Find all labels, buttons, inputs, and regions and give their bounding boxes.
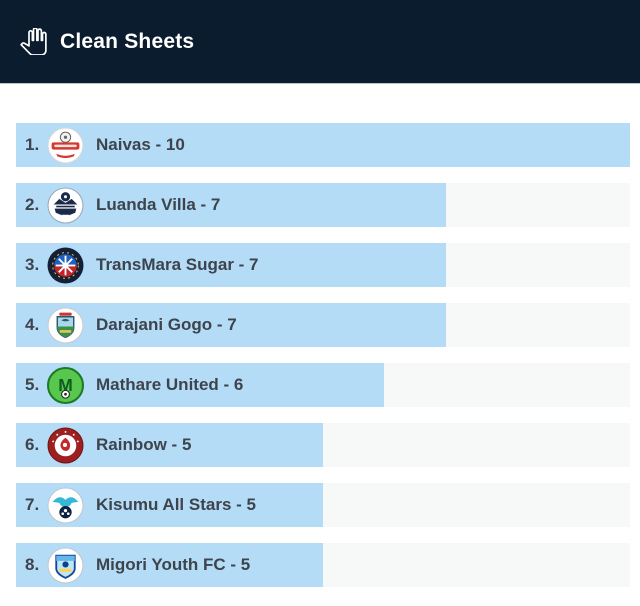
naivas-logo bbox=[47, 127, 84, 163]
leaderboard-row: 7. Kisumu All Stars - 5 bbox=[16, 483, 630, 527]
rainbow-logo bbox=[47, 427, 84, 463]
row-content: 4. Darajani Gogo - 7 bbox=[16, 303, 630, 347]
bar-track bbox=[16, 363, 630, 407]
leaderboard-row: 5. M Mathare United - 6 bbox=[16, 363, 630, 407]
hand-icon bbox=[20, 28, 47, 55]
bar-track bbox=[16, 423, 630, 467]
leaderboard-row: 2. Luanda Villa - 7 bbox=[16, 183, 630, 227]
transmara-sugar-logo bbox=[47, 247, 84, 283]
team-label: Luanda Villa - 7 bbox=[96, 195, 221, 214]
team-label: Darajani Gogo - 7 bbox=[96, 315, 237, 334]
svg-text:M: M bbox=[58, 375, 73, 395]
row-content: 8. Migori Youth FC - 5 bbox=[16, 543, 630, 587]
bar-track bbox=[16, 243, 630, 287]
bar-track bbox=[16, 123, 630, 167]
rank-label: 5. bbox=[25, 375, 40, 394]
row-content: 3. TransMara Sugar - 7 bbox=[16, 243, 630, 287]
row-content: 2. Luanda Villa - 7 bbox=[16, 183, 630, 227]
rank-label: 6. bbox=[25, 435, 40, 454]
darajani-gogo-logo bbox=[47, 307, 84, 343]
luanda-villa-logo bbox=[47, 187, 84, 223]
row-content: 5. M Mathare United - 6 bbox=[16, 363, 630, 407]
rank-label: 8. bbox=[25, 555, 40, 574]
rank-label: 1. bbox=[25, 135, 40, 154]
leaderboard-row: 4. Darajani Gogo - 7 bbox=[16, 303, 630, 347]
bar-fill bbox=[16, 303, 446, 347]
team-label: Mathare United - 6 bbox=[96, 375, 244, 394]
bar-fill bbox=[16, 243, 446, 287]
leaderboard: 1. Naivas - 10 2. bbox=[0, 84, 640, 587]
migori-youth-fc-logo bbox=[47, 547, 84, 583]
rank-label: 2. bbox=[25, 195, 40, 214]
bar-fill bbox=[16, 123, 630, 167]
row-content: 1. Naivas - 10 bbox=[16, 123, 630, 167]
team-label: Rainbow - 5 bbox=[96, 435, 192, 454]
rank-label: 7. bbox=[25, 495, 40, 514]
page-title: Clean Sheets bbox=[60, 29, 195, 53]
leaderboard-row: 8. Migori Youth FC - 5 bbox=[16, 543, 630, 587]
team-label: Migori Youth FC - 5 bbox=[96, 555, 251, 574]
team-label: TransMara Sugar - 7 bbox=[96, 255, 259, 274]
rank-label: 4. bbox=[25, 315, 40, 334]
bar-track bbox=[16, 303, 630, 347]
leaderboard-row: 3. TransMara Sugar - 7 bbox=[16, 243, 630, 287]
row-content: 7. Kisumu All Stars - 5 bbox=[16, 483, 630, 527]
widget-header: Clean Sheets bbox=[0, 0, 640, 84]
team-label: Kisumu All Stars - 5 bbox=[96, 495, 256, 514]
kisumu-all-stars-logo bbox=[47, 487, 84, 523]
leaderboard-row: 1. Naivas - 10 bbox=[16, 123, 630, 167]
leaderboard-row: 6. Rainbow - 5 bbox=[16, 423, 630, 467]
team-label: Naivas - 10 bbox=[96, 135, 185, 154]
bar-fill bbox=[16, 183, 446, 227]
bar-track bbox=[16, 183, 630, 227]
rank-label: 3. bbox=[25, 255, 40, 274]
mathare-united-logo: M bbox=[47, 366, 84, 404]
row-content: 6. Rainbow - 5 bbox=[16, 423, 630, 467]
